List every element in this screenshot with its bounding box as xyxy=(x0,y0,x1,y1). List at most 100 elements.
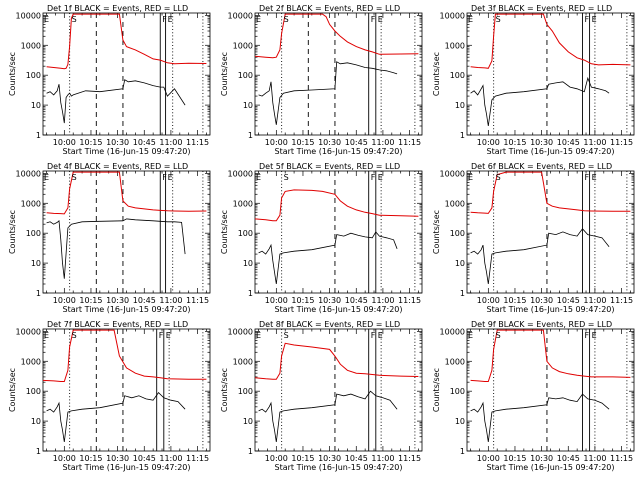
x-tick-label: 11:00 xyxy=(159,296,182,305)
event-marker-label: E xyxy=(168,15,173,24)
x-tick-label: 11:15 xyxy=(610,454,633,463)
y-tick-label: 1 xyxy=(36,131,41,140)
y-tick-label: 1 xyxy=(460,289,465,298)
x-tick-label: 10:00 xyxy=(53,138,76,147)
event-marker-label: E xyxy=(378,173,383,182)
event-marker-label: F xyxy=(584,15,589,24)
x-tick-label: 10:00 xyxy=(477,454,500,463)
y-tick-label: 100 xyxy=(238,71,253,80)
y-tick-label: 1 xyxy=(36,289,41,298)
x-tick-label: 10:15 xyxy=(503,296,526,305)
y-tick-label: 10 xyxy=(455,101,465,110)
y-tick-label: 1000 xyxy=(233,199,253,208)
event-marker-label: E xyxy=(378,331,383,340)
x-tick-label: 11:00 xyxy=(371,296,394,305)
event-marker-label: E xyxy=(44,331,49,340)
event-marker-label: E xyxy=(44,173,49,182)
x-axis-label: Start Time (16-Jun-15 09:47:20) xyxy=(487,147,615,156)
x-tick-label: 10:15 xyxy=(291,296,314,305)
x-tick-label: 11:00 xyxy=(371,454,394,463)
chart-panel-6: Det 6f BLACK = Events, RED = LLD 1 10 100 10… xyxy=(432,162,635,314)
chart-panel-7: Det 7f BLACK = Events, RED = LLD 1 10 100 10… xyxy=(8,320,211,472)
x-tick-label: 11:00 xyxy=(159,454,182,463)
x-tick-label: 10:00 xyxy=(477,138,500,147)
x-axis-label: Start Time (16-Jun-15 09:47:20) xyxy=(275,463,403,472)
y-tick-label: 100 xyxy=(26,229,41,238)
y-tick-label: 1 xyxy=(248,131,253,140)
x-axis-label: Start Time (16-Jun-15 09:47:20) xyxy=(63,305,191,314)
event-marker-label: F xyxy=(584,331,589,340)
event-marker-label: S xyxy=(72,173,77,182)
y-axis-label: Counts/sec xyxy=(8,52,17,96)
y-tick-label: 100 xyxy=(26,71,41,80)
chart-title: Det 1f BLACK = Events, RED = LLD xyxy=(47,4,188,13)
event-marker-label: S xyxy=(496,331,501,340)
chart-title: Det 7f BLACK = Events, RED = LLD xyxy=(47,320,188,329)
chart-panel-1: Det 1f BLACK = Events, RED = LLD 1 10 100 10… xyxy=(8,4,211,156)
y-tick-label: 1 xyxy=(36,447,41,456)
series-events-line xyxy=(470,393,610,443)
series-group xyxy=(255,189,419,285)
x-tick-label: 10:45 xyxy=(133,138,156,147)
y-axis-label: Counts/sec xyxy=(220,52,229,96)
x-tick-label: 11:15 xyxy=(610,296,633,305)
x-tick-label: 11:00 xyxy=(159,138,182,147)
x-axis-label: Start Time (16-Jun-15 09:47:20) xyxy=(63,147,191,156)
series-events-line xyxy=(46,218,186,279)
series-group xyxy=(255,342,419,443)
event-marker-label: S xyxy=(72,331,77,340)
plot-frame xyxy=(254,328,423,452)
y-tick-label: 10 xyxy=(243,417,253,426)
y-tick-label: 10000 xyxy=(16,327,41,336)
y-tick-label: 1 xyxy=(248,447,253,456)
x-tick-label: 10:30 xyxy=(530,138,553,147)
event-marker-label: F xyxy=(371,331,376,340)
y-axis-label: Counts/sec xyxy=(220,210,229,254)
x-tick-label: 10:45 xyxy=(345,138,368,147)
event-marker-label: E xyxy=(592,173,597,182)
y-tick-label: 1000 xyxy=(21,357,41,366)
series-group xyxy=(470,171,631,285)
x-tick-label: 10:15 xyxy=(79,454,102,463)
chart-title: Det 9f BLACK = Events, RED = LLD xyxy=(471,320,612,329)
event-marker-label: F xyxy=(162,15,167,24)
y-tick-label: 10 xyxy=(455,259,465,268)
y-tick-label: 1000 xyxy=(445,41,465,50)
x-tick-label: 11:15 xyxy=(186,138,209,147)
event-marker-label: E xyxy=(468,15,473,24)
chart-panel-4: Det 4f BLACK = Events, RED = LLD 1 10 100 10… xyxy=(8,162,211,314)
y-tick-label: 10000 xyxy=(440,327,465,336)
series-lld-line xyxy=(255,342,419,380)
x-tick-label: 10:15 xyxy=(291,138,314,147)
series-lld-line xyxy=(43,329,207,382)
chart-panel-2: Det 2f BLACK = Events, RED = LLD 1 10 100 10… xyxy=(220,4,423,156)
x-tick-label: 10:15 xyxy=(503,454,526,463)
y-tick-label: 100 xyxy=(450,229,465,238)
series-group xyxy=(46,171,207,279)
event-marker-label: E xyxy=(166,331,171,340)
y-tick-label: 10000 xyxy=(440,169,465,178)
y-tick-label: 1000 xyxy=(445,199,465,208)
x-tick-label: 10:00 xyxy=(53,296,76,305)
y-tick-label: 10 xyxy=(243,101,253,110)
y-tick-label: 10 xyxy=(455,417,465,426)
x-tick-label: 10:45 xyxy=(133,296,156,305)
plot-frame xyxy=(42,12,211,136)
x-tick-label: 11:15 xyxy=(610,138,633,147)
series-group xyxy=(470,13,631,127)
x-tick-label: 11:00 xyxy=(583,454,606,463)
y-axis-label: Counts/sec xyxy=(220,368,229,412)
y-tick-label: 100 xyxy=(238,229,253,238)
y-tick-label: 10000 xyxy=(228,169,253,178)
series-events-line xyxy=(46,79,186,124)
x-tick-label: 11:15 xyxy=(398,454,421,463)
series-events-line xyxy=(470,76,610,127)
x-tick-label: 10:45 xyxy=(557,454,580,463)
x-tick-label: 10:45 xyxy=(557,138,580,147)
plot-frame xyxy=(42,328,211,452)
plot-frame xyxy=(466,12,635,136)
x-axis-label: Start Time (16-Jun-15 09:47:20) xyxy=(487,463,615,472)
y-axis-label: Counts/sec xyxy=(432,368,441,412)
y-tick-label: 1000 xyxy=(233,357,253,366)
event-marker-label: S xyxy=(496,15,501,24)
